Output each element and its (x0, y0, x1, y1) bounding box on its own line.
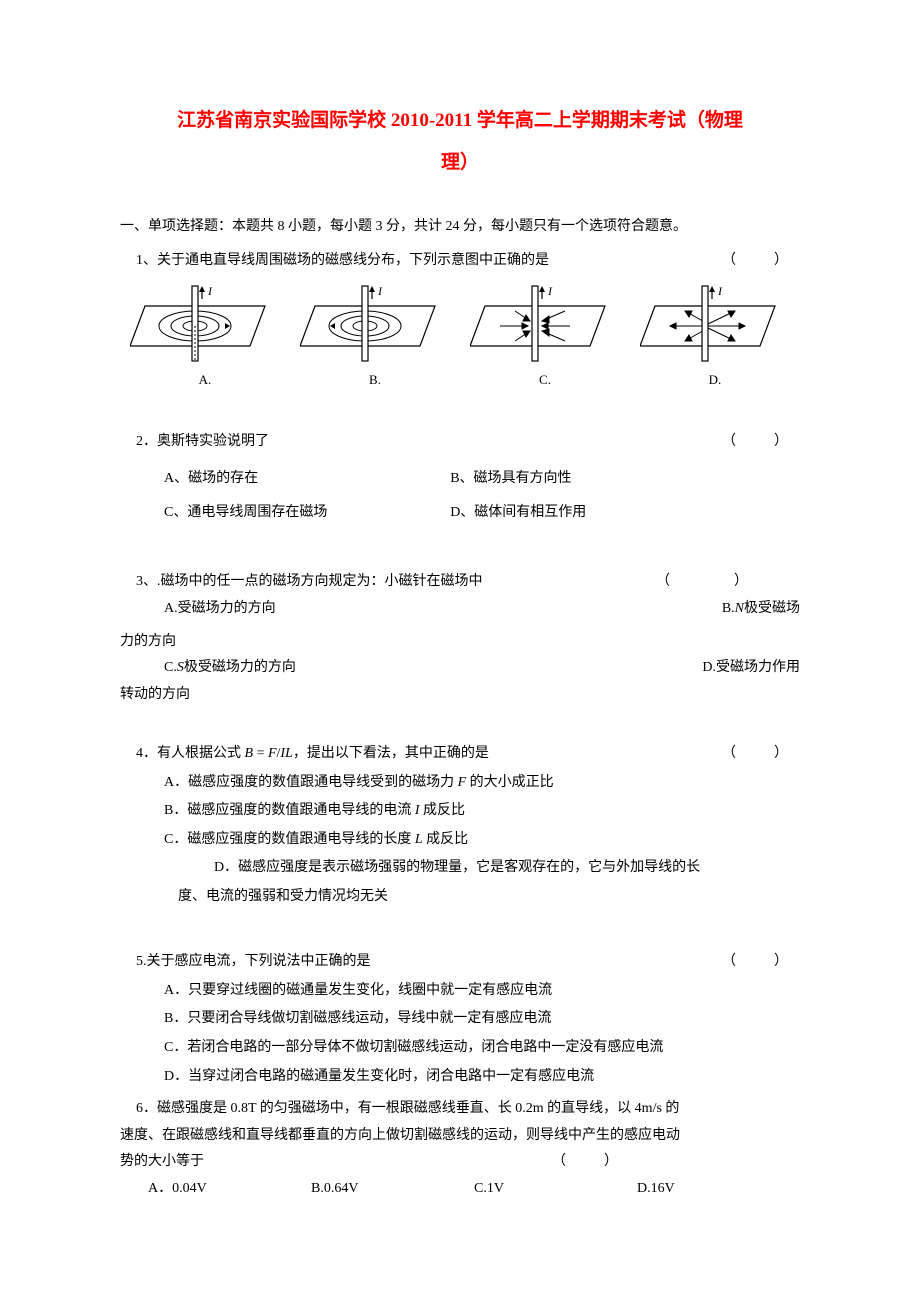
q6-paren: （ ） (552, 1149, 630, 1176)
q6-text3: 势的大小等于 (120, 1149, 204, 1176)
q2-optB: B、磁场具有方向性 (450, 462, 736, 497)
q4-paren: （ ） (722, 741, 800, 768)
current-label-icon: I (377, 284, 383, 298)
q4-text: 4．有人根据公式 B = F/IL，提出以下看法，其中正确的是 (136, 741, 489, 768)
q2-optD: D、磁体间有相互作用 (450, 496, 736, 531)
figure-b: I B. (290, 281, 460, 393)
q5-optB: B．只要闭合导线做切割磁感线运动，导线中就一定有感应电流 (136, 1006, 828, 1033)
q2-optA: A、磁场的存在 (164, 462, 450, 497)
q2-text: 2．奥斯特实验说明了 (136, 429, 269, 456)
q6-optC: C.1V (474, 1176, 637, 1203)
q5-paren: （ ） (722, 949, 800, 976)
q3-text: 3、.磁场中的任一点的磁场方向规定为：小磁针在磁场中 (136, 569, 483, 596)
title-line2: 理） (441, 152, 479, 173)
q3-optC: C.S极受磁场力的方向 (164, 655, 296, 682)
question-2: 2．奥斯特实验说明了 （ ） A、磁场的存在 B、磁场具有方向性 C、通电导线周… (120, 429, 800, 531)
q4-optB: B．磁感应强度的数值跟通电导线的电流 I 成反比 (136, 798, 828, 825)
figure-d: I D. (630, 281, 800, 393)
q6-optD: D.16V (637, 1176, 800, 1203)
question-1: 1、关于通电直导线周围磁场的磁感线分布，下列示意图中正确的是 （ ） (120, 248, 800, 275)
figure-a-label: A. (120, 368, 290, 393)
figure-a: I A. (120, 281, 290, 393)
q6-optA: A．0.04V (148, 1176, 311, 1203)
q2-paren: （ ） (722, 429, 800, 456)
q3-optA: A.受磁场力的方向 (164, 596, 276, 623)
q3-optD: D.受磁场力作用 (702, 655, 800, 682)
q6-text2: 速度、在跟磁感线和直导线都垂直的方向上做切割磁感线的运动，则导线中产生的感应电动 (120, 1123, 800, 1150)
q6-text1: 6．磁感强度是 0.8T 的匀强磁场中，有一根跟磁感线垂直、长 0.2m 的直导… (136, 1096, 800, 1123)
q6-optB: B.0.64V (311, 1176, 474, 1203)
q4-optA: A．磁感应强度的数值跟通电导线受到的磁场力 F 的大小成正比 (136, 770, 828, 797)
q3-paren: （ ） (656, 569, 760, 596)
current-label-icon: I (547, 284, 553, 298)
question-4: 4．有人根据公式 B = F/IL，提出以下看法，其中正确的是 （ ） A．磁感… (120, 741, 800, 911)
figure-c-label: C. (460, 368, 630, 393)
q5-optA: A．只要穿过线圈的磁通量发生变化，线圈中就一定有感应电流 (136, 978, 828, 1005)
title-line1: 江苏省南京实验国际学校 2010-2011 学年高二上学期期末考试（物理 (177, 110, 743, 131)
figure-b-label: B. (290, 368, 460, 393)
question-6: 6．磁感强度是 0.8T 的匀强磁场中，有一根跟磁感线垂直、长 0.2m 的直导… (136, 1096, 800, 1123)
q4-optC: C．磁感应强度的数值跟通电导线的长度 L 成反比 (136, 827, 828, 854)
q3-optB: B.N极受磁场 (722, 596, 800, 623)
q3-optB-cont: 力的方向 (120, 629, 800, 656)
q5-optC: C．若闭合电路的一部分导体不做切割磁感线运动，闭合电路中一定没有感应电流 (136, 1035, 828, 1062)
question-3: 3、.磁场中的任一点的磁场方向规定为：小磁针在磁场中 （ ） A.受磁场力的方向… (120, 569, 800, 622)
q2-optC: C、通电导线周围存在磁场 (164, 496, 450, 531)
q3-optD-cont: 转动的方向 (120, 682, 800, 709)
q4-optD: D．磁感应强度是表示磁场强弱的物理量，它是客观存在的，它与外加导线的长 (136, 855, 800, 882)
section1-header: 一、单项选择题：本题共 8 小题，每小题 3 分，共计 24 分，每小题只有一个… (120, 214, 800, 241)
figure-d-label: D. (630, 368, 800, 393)
current-label-icon: I (207, 284, 213, 298)
q5-optD: D．当穿过闭合电路的磁通量发生变化时，闭合电路中一定有感应电流 (136, 1064, 828, 1091)
q1-paren: （ ） (722, 248, 800, 275)
q1-text: 1、关于通电直导线周围磁场的磁感线分布，下列示意图中正确的是 (136, 248, 549, 275)
q4-optD-cont: 度、电流的强弱和受力情况均无关 (136, 884, 800, 911)
current-label-icon: I (717, 284, 723, 298)
figure-c: I C. (460, 281, 630, 393)
q1-figures: I A. I B. (120, 281, 800, 393)
q5-text: 5.关于感应电流，下列说法中正确的是 (136, 949, 371, 976)
question-5: 5.关于感应电流，下列说法中正确的是 （ ） A．只要穿过线圈的磁通量发生变化，… (120, 949, 800, 1090)
